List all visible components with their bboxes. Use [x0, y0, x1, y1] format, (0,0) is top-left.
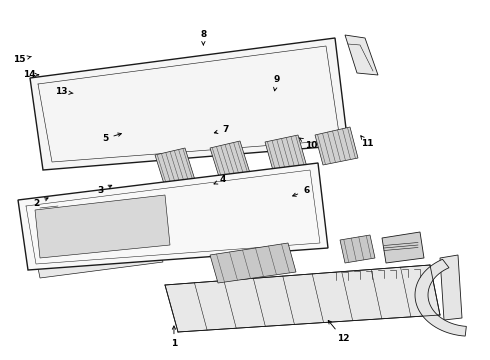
Text: 7: 7 — [214, 125, 229, 134]
Text: 6: 6 — [293, 186, 309, 196]
Polygon shape — [155, 148, 195, 187]
Polygon shape — [78, 240, 158, 259]
Text: 10: 10 — [299, 138, 318, 150]
Text: 1: 1 — [171, 326, 177, 348]
Polygon shape — [440, 255, 462, 320]
Text: 12: 12 — [328, 320, 349, 343]
Text: 5: 5 — [102, 133, 122, 143]
Polygon shape — [35, 202, 66, 220]
Text: 4: 4 — [214, 175, 226, 184]
Polygon shape — [210, 243, 296, 283]
Text: 14: 14 — [23, 71, 39, 79]
Polygon shape — [415, 259, 466, 336]
Text: 9: 9 — [273, 75, 280, 91]
Polygon shape — [382, 232, 424, 263]
Polygon shape — [345, 35, 378, 75]
Polygon shape — [340, 235, 375, 263]
Polygon shape — [35, 195, 170, 258]
Polygon shape — [38, 252, 163, 278]
Polygon shape — [265, 135, 307, 174]
Polygon shape — [210, 141, 250, 180]
Text: 8: 8 — [200, 30, 206, 45]
Text: 11: 11 — [361, 136, 374, 148]
Polygon shape — [165, 265, 440, 332]
Polygon shape — [30, 38, 348, 170]
Polygon shape — [18, 163, 328, 270]
Text: 13: 13 — [55, 87, 73, 96]
Polygon shape — [315, 127, 358, 165]
Text: 15: 15 — [13, 55, 31, 64]
Text: 3: 3 — [98, 185, 112, 195]
Text: 2: 2 — [34, 198, 48, 208]
